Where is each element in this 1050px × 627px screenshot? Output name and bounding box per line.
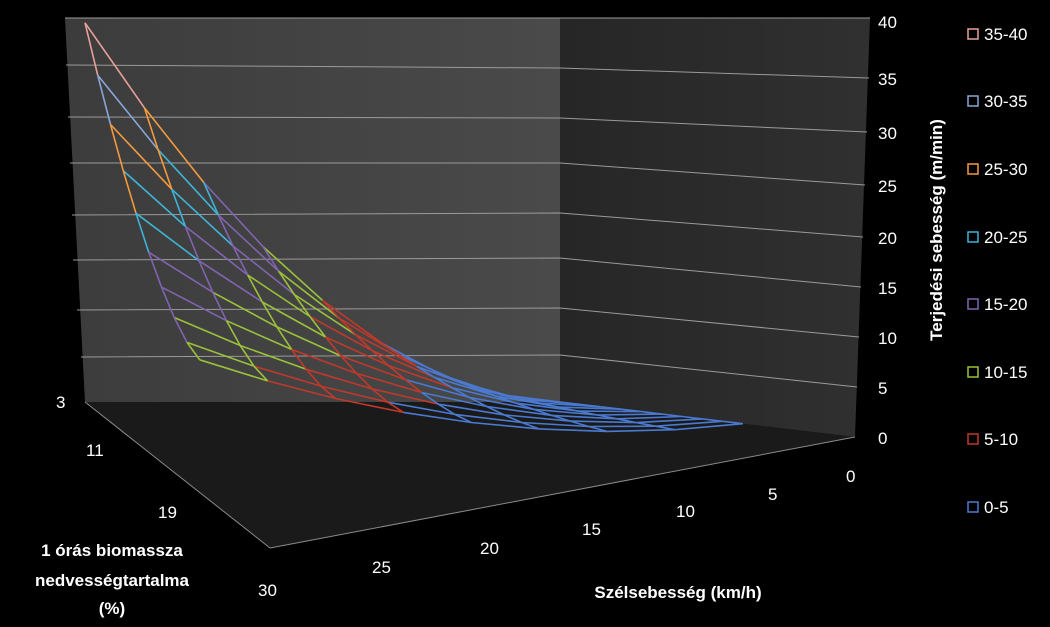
legend-label: 25-30 [984, 160, 1027, 179]
legend-item: 0-5 [968, 498, 1009, 517]
z-axis-title: Terjedési sebesség (m/min) [927, 119, 946, 341]
z-tick-label: 25 [878, 177, 897, 196]
legend-label: 35-40 [984, 25, 1027, 44]
wind-tick-label: 15 [582, 520, 601, 539]
legend-label: 0-5 [984, 498, 1009, 517]
legend-label: 20-25 [984, 228, 1027, 247]
surface-mesh-line [598, 414, 662, 415]
legend-swatch [968, 164, 978, 174]
legend-item: 15-20 [968, 295, 1027, 314]
legend-label: 30-35 [984, 92, 1027, 111]
legend-label: 5-10 [984, 430, 1018, 449]
z-tick-label: 15 [878, 279, 897, 298]
moisture-tick-label: 19 [158, 503, 177, 522]
legend-item: 35-40 [968, 25, 1027, 44]
legend-item: 10-15 [968, 363, 1027, 382]
moisture-tick-label: 3 [56, 393, 65, 412]
back-wall [65, 18, 560, 402]
wind-tick-label: 20 [480, 539, 499, 558]
legend-swatch [968, 299, 978, 309]
side-wall [560, 18, 870, 437]
legend-swatch [968, 232, 978, 242]
legend-swatch [968, 29, 978, 39]
legend-swatch [968, 502, 978, 512]
legend-swatch [968, 434, 978, 444]
z-tick-label: 20 [878, 229, 897, 248]
z-tick-label: 35 [878, 70, 897, 89]
moisture-tick-label: 11 [86, 441, 104, 460]
x-axis-title: Szélsebesség (km/h) [594, 583, 761, 602]
y-axis-title-line: (%) [99, 599, 125, 618]
wind-tick-label: 10 [676, 502, 695, 521]
legend-swatch [968, 367, 978, 377]
wind-tick-label: 5 [768, 485, 777, 504]
z-tick-label: 10 [878, 329, 897, 348]
legend-label: 15-20 [984, 295, 1027, 314]
legend-item: 5-10 [968, 430, 1018, 449]
legend-item: 25-30 [968, 160, 1027, 179]
z-tick-label: 40 [878, 13, 897, 32]
legend-swatch [968, 96, 978, 106]
y-axis-title-line: nedvességtartalma [35, 571, 190, 590]
wind-tick-label: 30 [258, 581, 277, 600]
z-tick-label: 30 [878, 124, 897, 143]
legend-item: 30-35 [968, 92, 1027, 111]
z-tick-label: 0 [878, 429, 887, 448]
legend: 35-40 30-35 25-30 20-25 15-20 10-15 [968, 25, 1027, 517]
z-tick-label: 5 [878, 379, 887, 398]
legend-label: 10-15 [984, 363, 1027, 382]
wind-tick-label: 0 [846, 467, 855, 486]
y-axis-title-line: 1 órás biomassza [41, 541, 183, 560]
legend-item: 20-25 [968, 228, 1027, 247]
wind-tick-label: 25 [372, 558, 391, 577]
